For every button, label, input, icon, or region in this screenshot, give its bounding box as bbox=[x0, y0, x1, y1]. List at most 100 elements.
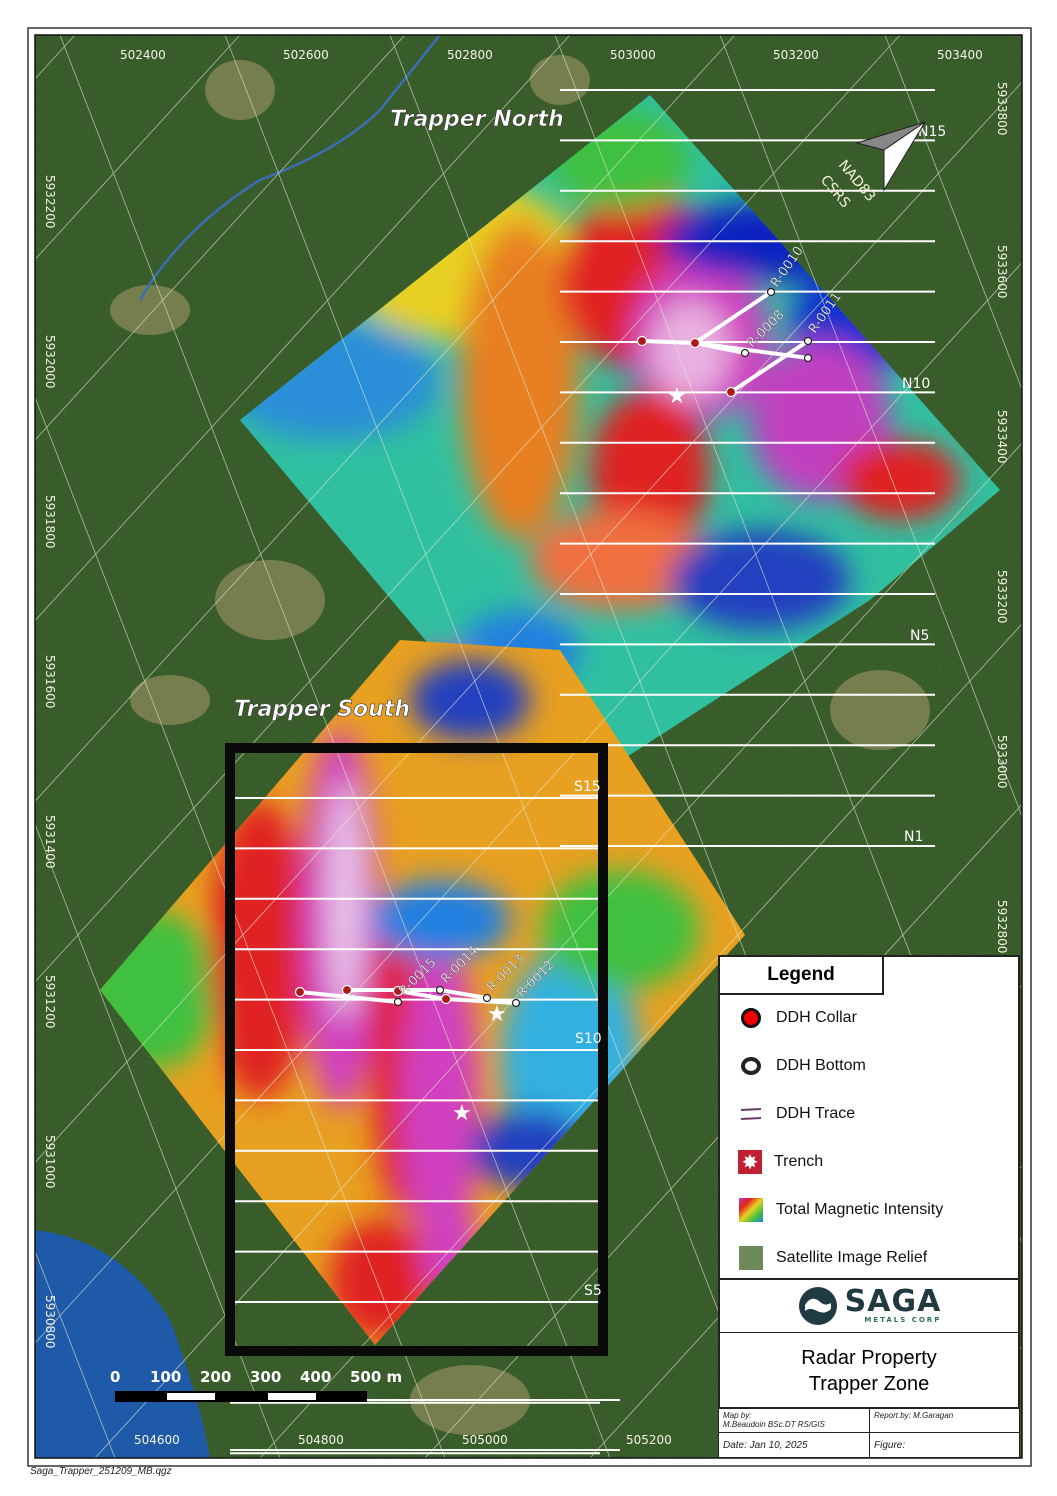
coordinate-label: 503000 bbox=[610, 48, 656, 62]
logo-sub: METALS CORP bbox=[864, 1316, 942, 1324]
legend-item-trench: ✸ Trench bbox=[738, 1149, 823, 1175]
grid-line bbox=[94, 442, 1022, 1458]
legend-label: Total Magnetic Intensity bbox=[776, 1201, 944, 1218]
map-frame bbox=[34, 34, 1023, 1459]
coordinate-label: 5931000 bbox=[43, 1135, 57, 1188]
scale-tick: 200 bbox=[200, 1368, 231, 1386]
line-label: N1 bbox=[904, 829, 923, 845]
title-line-1: Radar Property bbox=[801, 1347, 937, 1369]
ddh-collar bbox=[294, 986, 306, 998]
saga-logo-icon bbox=[798, 1287, 837, 1325]
coordinate-label: 5931200 bbox=[43, 975, 57, 1028]
map-by-value: M.Beaudoin BSc.DT RS/GIS bbox=[723, 1420, 825, 1429]
trench-star-icon: ★ bbox=[667, 384, 687, 409]
scale-tick: 400 bbox=[300, 1368, 331, 1386]
red-dot-icon bbox=[738, 1005, 764, 1031]
report-by: Report by: M.Garagan bbox=[869, 1408, 1020, 1433]
coordinate-label: 5933800 bbox=[995, 82, 1009, 135]
coordinate-label: 5932200 bbox=[43, 175, 57, 228]
coordinate-label: 5931800 bbox=[43, 495, 57, 548]
survey-lines bbox=[230, 89, 935, 1455]
legend-item-satellite: Satellite Image Relief bbox=[738, 1245, 927, 1271]
satellite-swatch-icon bbox=[738, 1245, 764, 1271]
coordinate-label: 502400 bbox=[120, 48, 166, 62]
coordinate-label: 503200 bbox=[773, 48, 819, 62]
stream bbox=[138, 35, 441, 301]
legend-item-tmi: Total Magnetic Intensity bbox=[738, 1197, 943, 1223]
trench-star-icon: ★ bbox=[487, 1002, 507, 1027]
grid-line bbox=[1050, 35, 1057, 1458]
map-by-label: Map by: bbox=[723, 1411, 752, 1420]
grid-line bbox=[35, 35, 736, 802]
scale-tick: 0 bbox=[110, 1368, 120, 1386]
figure: Figure: bbox=[869, 1432, 1020, 1458]
logo-name: SAGA bbox=[844, 1284, 942, 1319]
open-circle-icon bbox=[738, 1053, 764, 1079]
coordinate-label: 505000 bbox=[462, 1433, 508, 1447]
coordinate-label: 505200 bbox=[626, 1433, 672, 1447]
ddh-bottom bbox=[803, 353, 813, 363]
legend-label: DDH Bottom bbox=[776, 1057, 866, 1074]
coordinate-label: 5933400 bbox=[995, 410, 1009, 463]
grid-line bbox=[35, 396, 446, 1458]
date: Date: Jan 10, 2025 bbox=[718, 1432, 870, 1458]
outer-frame bbox=[27, 27, 1032, 1467]
ddh-collar bbox=[689, 337, 701, 349]
grid-line bbox=[719, 35, 1022, 818]
ddh-collar bbox=[440, 993, 452, 1005]
ddh-bottom bbox=[740, 348, 750, 358]
title-line-2: Trapper Zone bbox=[808, 1373, 930, 1395]
coordinate-label: 5931600 bbox=[43, 655, 57, 708]
ddh-bottom bbox=[511, 998, 521, 1008]
map-title: Radar Property Trapper Zone bbox=[718, 1333, 1020, 1409]
region-label-north: Trapper North bbox=[390, 107, 564, 132]
legend-label: DDH Trace bbox=[776, 1105, 856, 1122]
ddh-collar bbox=[341, 984, 353, 996]
grid-line bbox=[884, 35, 1022, 391]
line-icon bbox=[738, 1101, 764, 1127]
line-label: S10 bbox=[575, 1031, 602, 1047]
trench-star-icon: ★ bbox=[452, 1101, 472, 1126]
legend-title: Legend bbox=[720, 957, 884, 995]
ddh-bottom bbox=[393, 997, 403, 1007]
coordinate-label: 504600 bbox=[134, 1433, 180, 1447]
legend-item-ddh-trace: DDH Trace bbox=[738, 1101, 855, 1127]
legend: Legend DDH Collar DDH Bottom DDH Trace ✸… bbox=[718, 955, 1020, 1280]
coordinate-label: 504800 bbox=[298, 1433, 344, 1447]
legend-label: DDH Collar bbox=[776, 1009, 857, 1026]
coordinate-label: 5930800 bbox=[43, 1295, 57, 1348]
ddh-collar bbox=[392, 985, 404, 997]
ddh-bottom bbox=[803, 336, 813, 346]
scale-bar: 0 100 200 300 400 500 m bbox=[110, 1368, 402, 1402]
line-label: S15 bbox=[574, 779, 601, 795]
scale-tick: 500 m bbox=[350, 1368, 402, 1386]
grid-line bbox=[35, 35, 406, 441]
coordinate-label: 5933200 bbox=[995, 570, 1009, 623]
tmi-swatch-icon bbox=[738, 1197, 764, 1223]
grid-line bbox=[35, 823, 281, 1458]
ddh-bottom bbox=[435, 985, 445, 995]
ddh-bottom bbox=[766, 287, 776, 297]
grid-line bbox=[259, 623, 1022, 1458]
line-label: N15 bbox=[918, 124, 946, 140]
grid-line bbox=[424, 803, 1022, 1458]
coordinate-label: 5932800 bbox=[995, 900, 1009, 953]
legend-item-ddh-bottom: DDH Bottom bbox=[738, 1053, 866, 1079]
ddh-collar bbox=[636, 335, 648, 347]
line-label: S5 bbox=[584, 1283, 602, 1299]
project-filename: Saga_Trapper_251209_MB.qgz bbox=[30, 1466, 172, 1477]
coordinate-label: 5931400 bbox=[43, 815, 57, 868]
star-icon: ✸ bbox=[738, 1150, 762, 1174]
coordinate-label: 502800 bbox=[447, 48, 493, 62]
line-label: N10 bbox=[902, 376, 930, 392]
grid-line bbox=[35, 35, 571, 622]
region-label-south: Trapper South bbox=[234, 697, 410, 722]
coordinate-label: 5933000 bbox=[995, 735, 1009, 788]
scale-tick: 300 bbox=[250, 1368, 281, 1386]
legend-label: Satellite Image Relief bbox=[776, 1249, 928, 1266]
coordinate-label: 5933600 bbox=[995, 245, 1009, 298]
legend-label: Trench bbox=[774, 1153, 824, 1170]
coordinate-label: 503400 bbox=[937, 48, 983, 62]
ddh-bottom bbox=[482, 993, 492, 1003]
